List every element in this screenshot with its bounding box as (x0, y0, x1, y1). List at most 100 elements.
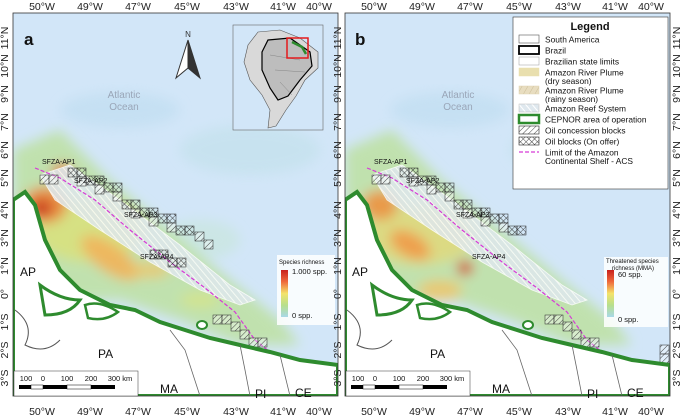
lon-tick-bottom-a: 50°W (29, 406, 55, 418)
ocean-label: Atlantic (108, 90, 141, 101)
lat-tick: 3°S (671, 369, 683, 386)
lat-tick: 6°N (671, 141, 683, 159)
lat-tick: 2°S (671, 341, 683, 358)
legend-item-label: Amazon River Plume (545, 68, 624, 78)
lat-tick: 6°N (332, 141, 344, 159)
legend-swatch-offer (518, 136, 540, 146)
lon-tick-top-b: 49°W (409, 1, 435, 13)
lat-tick: 1°N (332, 257, 344, 275)
legend (512, 16, 669, 190)
area-label: SFZA-AP3 (124, 212, 158, 219)
scale-label: 0 (41, 374, 45, 383)
colorbar-max: 1.000 spp. (292, 267, 327, 276)
legend-swatch-plume-rainy (518, 85, 540, 95)
legend-item-label-2: Continental Shelf - ACS (545, 156, 633, 166)
lon-tick-bottom-a: 40°W (306, 406, 332, 418)
legend-swatch-south-america (518, 34, 540, 44)
lat-tick: 0° (671, 289, 683, 299)
legend-item-label: Limit of the Amazon (545, 148, 619, 158)
scale-label: 300 km (108, 374, 133, 383)
lon-tick-bottom-b: 41°W (602, 406, 628, 418)
colorbar-title-2: richness (MMA) (612, 266, 654, 272)
lon-tick-top-b: 40°W (638, 1, 664, 13)
lat-tick: 1°N (0, 257, 11, 275)
legend-swatch-brazil (518, 45, 540, 55)
lon-tick-bottom-a: 41°W (270, 406, 296, 418)
lat-tick: 5°N (671, 169, 683, 187)
area-label: SFZA-AP4 (140, 254, 174, 261)
lon-tick-top-a: 43°W (223, 1, 249, 13)
lon-tick-top-b: 41°W (602, 1, 628, 13)
area-label: SFZA-AP1 (374, 159, 408, 166)
state-label: CE (295, 386, 312, 400)
lon-tick-top-a: 41°W (270, 1, 296, 13)
lat-tick: 9°N (671, 85, 683, 103)
scale-label: 100 (61, 374, 74, 383)
state-label: PA (98, 347, 113, 361)
scale-label: 100 (352, 374, 365, 383)
legend-item-label-2: (dry season) (545, 76, 592, 86)
lat-tick: 3°N (332, 229, 344, 247)
ocean-label: Ocean (109, 102, 138, 113)
lat-tick: 3°N (671, 229, 683, 247)
lat-tick: 9°N (0, 85, 11, 103)
lat-tick: 11°N (671, 27, 683, 50)
lon-tick-top-b: 43°W (555, 1, 581, 13)
lon-tick-top-a: 49°W (77, 1, 103, 13)
legend-item-label: Brazilian state limits (545, 57, 619, 67)
lon-tick-top-a: 45°W (174, 1, 200, 13)
lon-tick-bottom-b: 43°W (555, 406, 581, 418)
colorbar-title: Species richness (279, 260, 324, 266)
lon-tick-top-b: 45°W (506, 1, 532, 13)
lat-tick: 11°N (332, 27, 344, 50)
colorbar-a (277, 255, 335, 325)
lon-tick-top-b: 47°W (457, 1, 483, 13)
lon-tick-bottom-a: 49°W (77, 406, 103, 418)
lat-tick: 7°N (0, 113, 11, 131)
state-label: MA (492, 382, 510, 396)
state-label: MA (160, 382, 178, 396)
lon-tick-top-a: 47°W (125, 1, 151, 13)
lat-tick: 3°S (0, 369, 11, 386)
legend-item-label: Amazon River Plume (545, 86, 624, 96)
scale-label: 200 (417, 374, 430, 383)
state-label: PI (587, 387, 598, 401)
lat-tick: 1°S (0, 313, 11, 330)
lon-tick-bottom-a: 47°W (125, 406, 151, 418)
lon-tick-top-a: 40°W (306, 1, 332, 13)
lat-tick: 4°N (332, 201, 344, 219)
ocean-label: Ocean (443, 102, 472, 113)
lat-tick: 6°N (0, 141, 11, 159)
lat-tick: 0° (332, 289, 344, 299)
legend-item-label-2: (rainy season) (545, 94, 598, 104)
ocean-label: Atlantic (442, 90, 475, 101)
legend-item-label: Brazil (545, 46, 566, 56)
lat-tick: 7°N (332, 113, 344, 131)
legend-item-label: Oil concession blocks (545, 126, 626, 136)
area-label: SFZA-AP4 (472, 254, 506, 261)
lon-tick-bottom-b: 47°W (457, 406, 483, 418)
lon-tick-bottom-b: 45°W (506, 406, 532, 418)
lat-tick: 5°N (332, 169, 344, 187)
panel-letter: b (355, 30, 365, 49)
scale-bar-b (345, 370, 471, 397)
lat-tick: 3°N (0, 229, 11, 247)
state-label: AP (352, 265, 368, 279)
legend-swatch-states (518, 56, 540, 66)
lat-tick: 10°N (332, 54, 344, 77)
colorbar-max: 60 spp. (618, 270, 643, 279)
legend-item-label: South America (545, 35, 600, 45)
scale-label: 100 (20, 374, 33, 383)
state-label: AP (20, 265, 36, 279)
legend-swatch-plume-dry (518, 67, 540, 77)
lon-tick-bottom-b: 49°W (409, 406, 435, 418)
lat-tick: 11°N (0, 27, 11, 50)
lon-tick-bottom-a: 45°W (174, 406, 200, 418)
legend-swatch-cepnor (517, 113, 541, 125)
scale-label: 300 km (440, 374, 465, 383)
north-label: N (185, 30, 191, 39)
lat-tick: 9°N (332, 85, 344, 103)
lat-tick: 10°N (671, 54, 683, 77)
lat-tick: 5°N (0, 169, 11, 187)
